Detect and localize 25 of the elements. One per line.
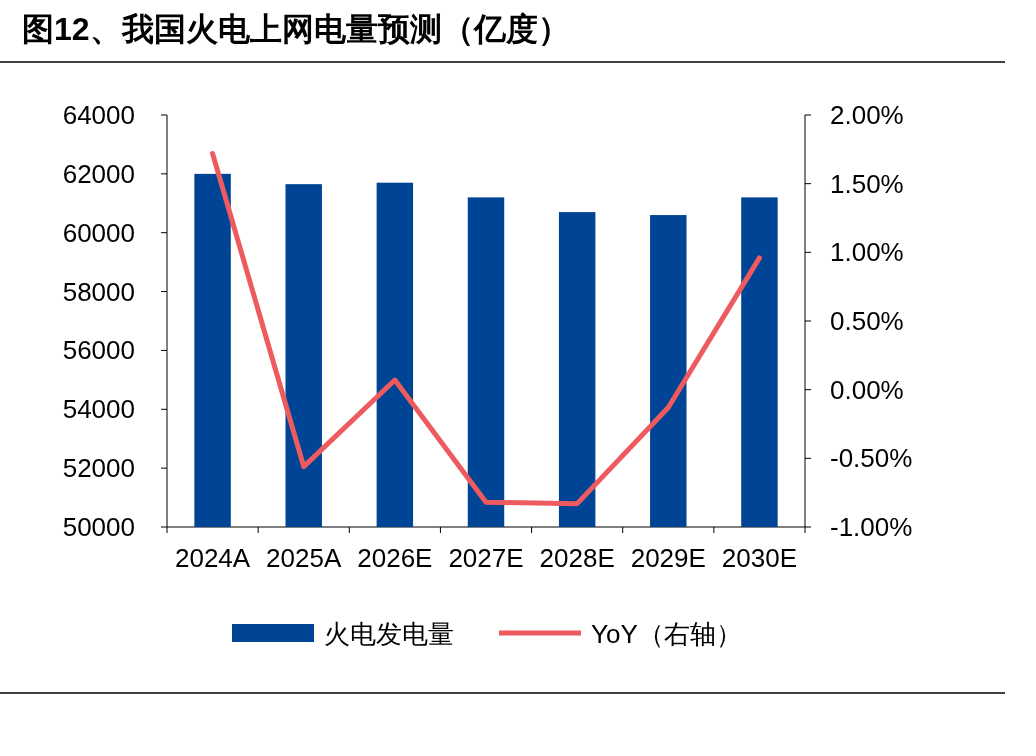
y-tick-label: 58000: [62, 276, 135, 307]
y-tick-label: 64000: [62, 100, 135, 130]
x-tick-label: 2026E: [357, 543, 433, 573]
x-tick-label: 2029E: [630, 543, 706, 573]
y2-tick-label: 0.50%: [830, 306, 904, 336]
legend-label: 火电发电量: [324, 619, 454, 649]
x-tick-label: 2030E: [721, 543, 798, 573]
legend-label: YoY（右轴）: [591, 619, 742, 649]
y2-tick-label: 1.00%: [830, 237, 904, 268]
x-tick-label: 2025A: [266, 543, 342, 573]
x-tick-label: 2027E: [448, 543, 524, 573]
y-tick-label: 52000: [62, 453, 135, 484]
y-tick-label: 60000: [62, 217, 135, 248]
y2-tick-label: 0.00%: [830, 374, 904, 405]
y-tick-label: 56000: [62, 335, 135, 366]
y2-tick-label: 2.00%: [830, 100, 904, 130]
x-tick-label: 2028E: [539, 543, 615, 573]
y-tick-label: 54000: [62, 394, 135, 425]
x-tick-label: 2024A: [174, 543, 251, 573]
y2-tick-label: 1.50%: [830, 168, 904, 199]
y-tick-label: 50000: [62, 512, 135, 542]
y2-tick-label: -0.50%: [830, 443, 913, 474]
chart-title: 图12、我国火电上网电量预测（亿度）: [22, 11, 570, 47]
y2-tick-label: -1.00%: [830, 512, 913, 542]
y-tick-label: 62000: [62, 158, 135, 189]
